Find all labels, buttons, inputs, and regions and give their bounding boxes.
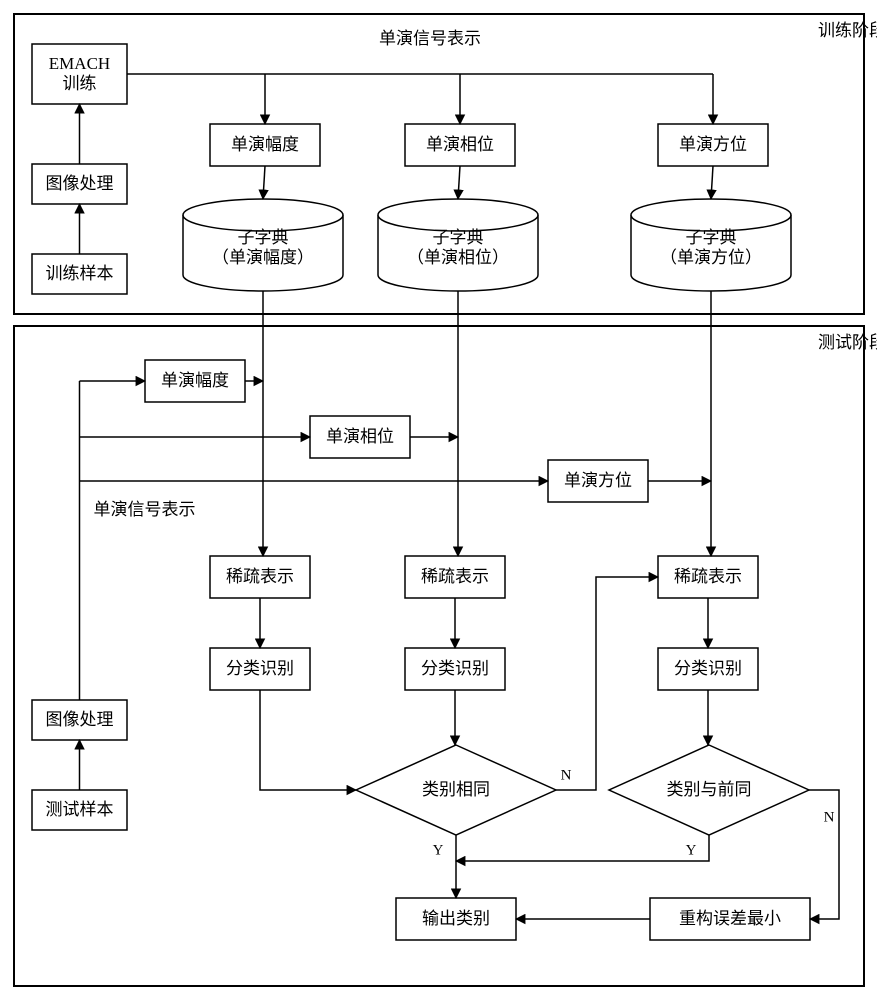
svg-text:稀疏表示: 稀疏表示 <box>421 567 489 586</box>
svg-text:分类识别: 分类识别 <box>421 659 489 678</box>
phase-title-test: 测试阶段 <box>818 333 877 352</box>
signal-repr-label-train: 单演信号表示 <box>379 29 481 48</box>
svg-text:（单演方位）: （单演方位） <box>660 248 762 267</box>
svg-text:子字典: 子字典 <box>238 228 289 247</box>
dict-amplitude: 子字典（单演幅度） <box>183 199 343 291</box>
svg-text:单演相位: 单演相位 <box>426 135 494 154</box>
svg-text:单演幅度: 单演幅度 <box>161 371 229 390</box>
svg-text:子字典: 子字典 <box>686 228 737 247</box>
min-recon-err-box: 重构误差最小 <box>650 898 810 940</box>
arrow <box>556 577 658 790</box>
svg-text:（单演幅度）: （单演幅度） <box>212 248 314 267</box>
output-class-box: 输出类别 <box>396 898 516 940</box>
dict-orient: 子字典（单演方位） <box>631 199 791 291</box>
svg-text:重构误差最小: 重构误差最小 <box>679 909 781 928</box>
arrow <box>260 690 356 790</box>
train-sample-box: 训练样本 <box>32 254 127 294</box>
svg-text:单演方位: 单演方位 <box>564 471 632 490</box>
classify-2: 分类识别 <box>405 648 505 690</box>
phase-title-train: 训练阶段 <box>818 21 877 40</box>
mono-amplitude-test: 单演幅度 <box>145 360 245 402</box>
svg-text:子字典: 子字典 <box>433 228 484 247</box>
classify-1: 分类识别 <box>210 648 310 690</box>
mono-phase-test: 单演相位 <box>310 416 410 458</box>
mono-orient-train: 单演方位 <box>658 124 768 166</box>
sparse-3: 稀疏表示 <box>658 556 758 598</box>
test-sample-box: 测试样本 <box>32 790 127 830</box>
svg-text:图像处理: 图像处理 <box>46 710 114 729</box>
arrow <box>456 835 709 861</box>
svg-text:分类识别: 分类识别 <box>674 659 742 678</box>
sparse-2: 稀疏表示 <box>405 556 505 598</box>
mono-phase-train: 单演相位 <box>405 124 515 166</box>
arrow <box>711 166 713 199</box>
svg-text:单演方位: 单演方位 <box>679 135 747 154</box>
label-N-1: N <box>561 767 572 783</box>
signal-repr-label-test: 单演信号表示 <box>94 500 196 519</box>
svg-text:训练样本: 训练样本 <box>46 264 114 283</box>
svg-text:训练: 训练 <box>63 74 97 93</box>
svg-text:输出类别: 输出类别 <box>422 909 490 928</box>
classify-3: 分类识别 <box>658 648 758 690</box>
svg-text:测试样本: 测试样本 <box>46 800 114 819</box>
svg-text:单演幅度: 单演幅度 <box>231 135 299 154</box>
svg-text:单演相位: 单演相位 <box>326 427 394 446</box>
svg-text:类别相同: 类别相同 <box>422 780 490 799</box>
label-Y-2: Y <box>686 842 697 858</box>
svg-text:图像处理: 图像处理 <box>46 174 114 193</box>
label-N-2: N <box>824 809 835 825</box>
arrow <box>458 166 460 199</box>
emach-box: EMACH训练 <box>32 44 127 104</box>
mono-orient-test: 单演方位 <box>548 460 648 502</box>
decision-same-as-prev: 类别与前同 <box>609 745 809 835</box>
sparse-1: 稀疏表示 <box>210 556 310 598</box>
mono-amplitude-train: 单演幅度 <box>210 124 320 166</box>
dict-phase: 子字典（单演相位） <box>378 199 538 291</box>
svg-text:EMACH: EMACH <box>49 54 110 73</box>
arrow <box>263 166 265 199</box>
svg-text:类别与前同: 类别与前同 <box>667 780 752 799</box>
svg-text:（单演相位）: （单演相位） <box>407 248 509 267</box>
decision-same-class: 类别相同 <box>356 745 556 835</box>
label-Y-1: Y <box>433 842 444 858</box>
svg-text:稀疏表示: 稀疏表示 <box>674 567 742 586</box>
svg-text:稀疏表示: 稀疏表示 <box>226 567 294 586</box>
svg-text:分类识别: 分类识别 <box>226 659 294 678</box>
image-proc-train-box: 图像处理 <box>32 164 127 204</box>
image-proc-test-box: 图像处理 <box>32 700 127 740</box>
